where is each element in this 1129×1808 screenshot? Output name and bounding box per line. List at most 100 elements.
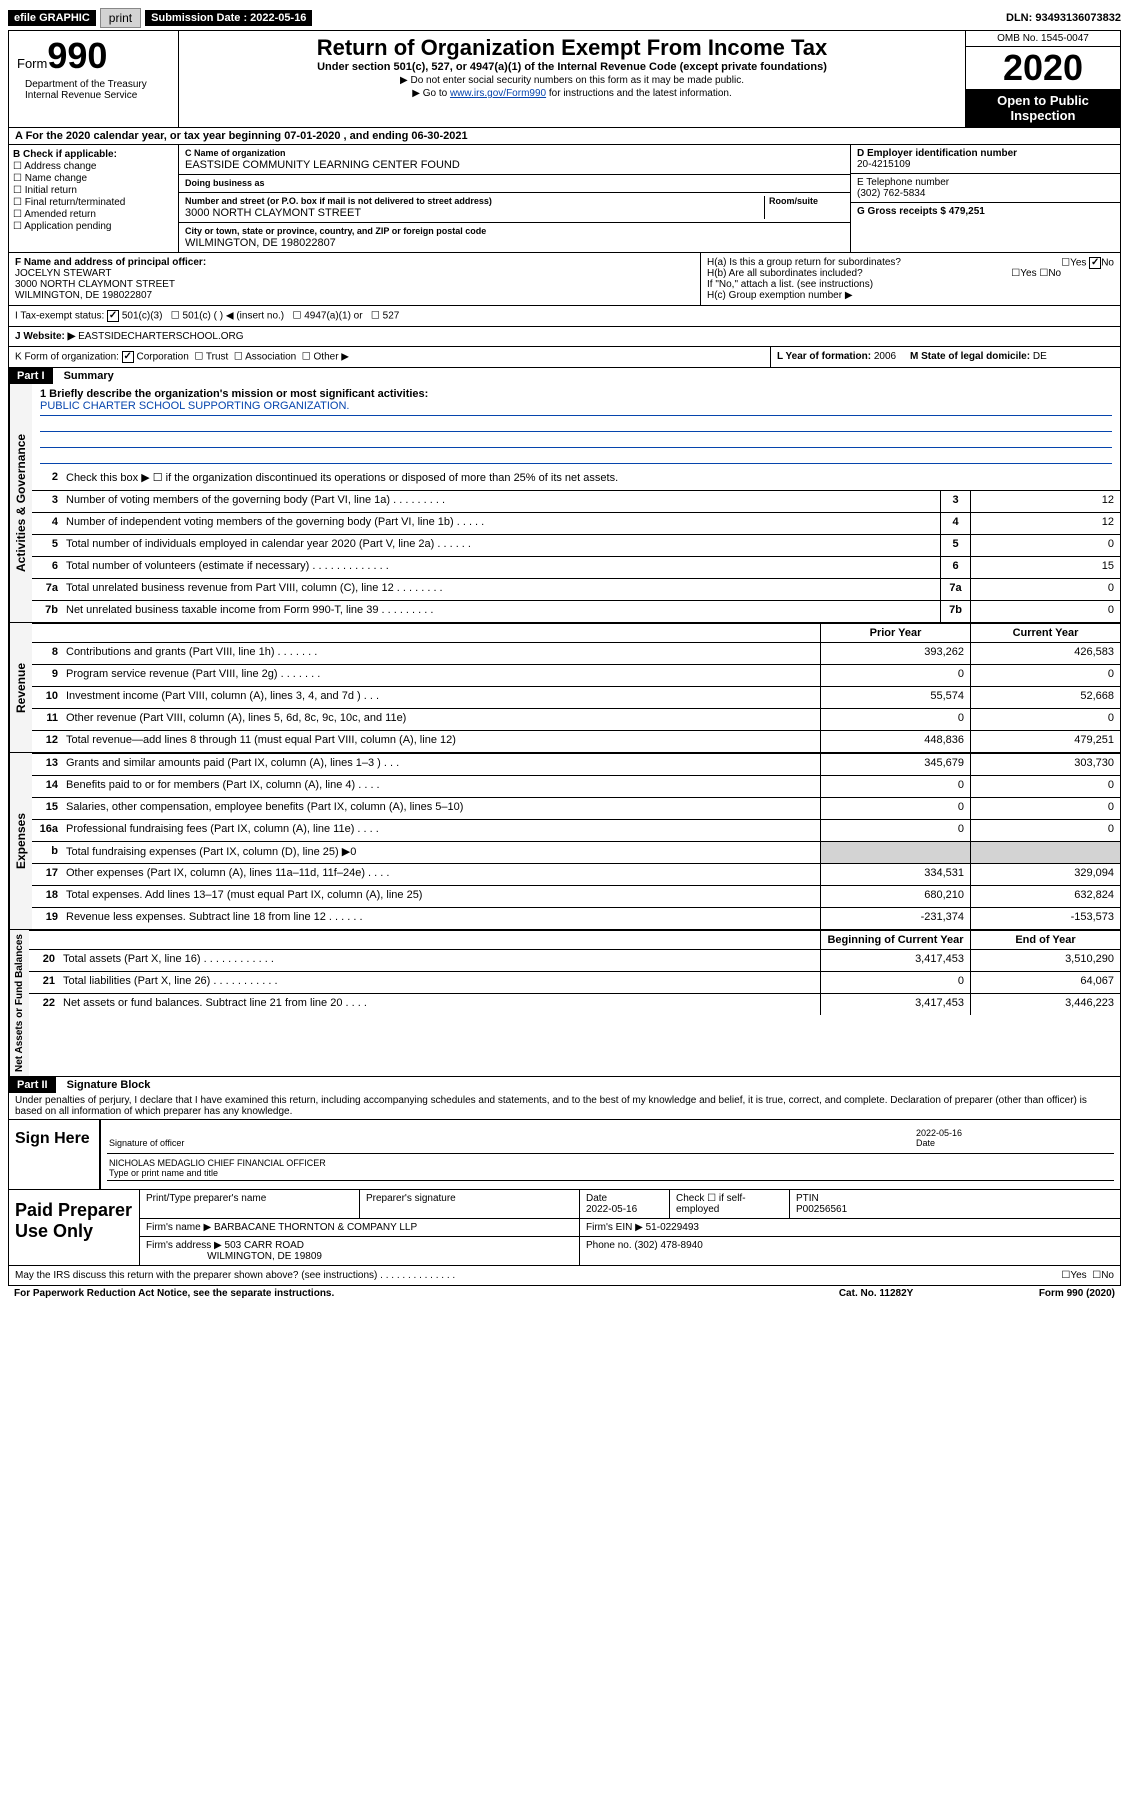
table-row: 8Contributions and grants (Part VIII, li… bbox=[32, 642, 1120, 664]
sign-here-section: Sign Here Signature of officer 2022-05-1… bbox=[8, 1120, 1121, 1190]
submission-date: Submission Date : 2022-05-16 bbox=[145, 10, 312, 26]
paid-preparer-section: Paid Preparer Use Only Print/Type prepar… bbox=[8, 1190, 1121, 1266]
prep-date: 2022-05-16 bbox=[586, 1204, 637, 1215]
mission-text: PUBLIC CHARTER SCHOOL SUPPORTING ORGANIZ… bbox=[40, 400, 1112, 416]
firm-ein: 51-0229493 bbox=[646, 1222, 699, 1233]
table-row: 12Total revenue—add lines 8 through 11 (… bbox=[32, 730, 1120, 752]
ha-row: H(a) Is this a group return for subordin… bbox=[707, 257, 1114, 268]
ein-label: D Employer identification number bbox=[857, 148, 1017, 159]
check-corp[interactable] bbox=[122, 351, 134, 363]
discuss-text: May the IRS discuss this return with the… bbox=[15, 1270, 1061, 1281]
line2-desc: Check this box ▶ ☐ if the organization d… bbox=[62, 468, 1120, 490]
firm-name-label: Firm's name ▶ bbox=[146, 1222, 211, 1233]
table-row: 5Total number of individuals employed in… bbox=[32, 534, 1120, 556]
ein-value: 20-4215109 bbox=[857, 159, 910, 170]
tax-exempt-label: I Tax-exempt status: bbox=[15, 311, 104, 322]
part1: Part I Summary Activities & Governance 1… bbox=[8, 368, 1121, 1077]
ha-no-check[interactable] bbox=[1089, 257, 1101, 269]
website-value: EASTSIDECHARTERSCHOOL.ORG bbox=[78, 331, 243, 342]
hb-row: H(b) Are all subordinates included? ☐Yes… bbox=[707, 268, 1114, 279]
mission-label: 1 Briefly describe the organization's mi… bbox=[40, 388, 1112, 400]
table-row: 22Net assets or fund balances. Subtract … bbox=[29, 993, 1120, 1015]
check-amended[interactable]: ☐ Amended return bbox=[13, 209, 174, 220]
firm-city: WILMINGTON, DE 19809 bbox=[207, 1251, 322, 1262]
sig-date: 2022-05-16 bbox=[916, 1128, 962, 1138]
gross-receipts: G Gross receipts $ 479,251 bbox=[857, 206, 985, 217]
part2: Part II Signature Block Under penalties … bbox=[8, 1077, 1121, 1120]
mission-blank2 bbox=[40, 432, 1112, 448]
firm-addr: 503 CARR ROAD bbox=[225, 1240, 304, 1251]
dept-label: Department of the Treasury Internal Reve… bbox=[17, 77, 170, 103]
firm-phone: (302) 478-8940 bbox=[634, 1240, 702, 1251]
table-row: 9Program service revenue (Part VIII, lin… bbox=[32, 664, 1120, 686]
form-note2: ▶ Go to www.irs.gov/Form990 for instruct… bbox=[183, 88, 961, 99]
firm-name: BARBACANE THORNTON & COMPANY LLP bbox=[214, 1222, 417, 1233]
sig-officer-label: Signature of officer bbox=[109, 1138, 184, 1148]
table-row: 4Number of independent voting members of… bbox=[32, 512, 1120, 534]
note2-pre: ▶ Go to bbox=[412, 88, 450, 99]
part2-title: Signature Block bbox=[59, 1077, 159, 1093]
perjury-text: Under penalties of perjury, I declare th… bbox=[9, 1093, 1120, 1119]
check-self: Check ☐ if self-employed bbox=[676, 1193, 746, 1215]
officer-city: WILMINGTON, DE 198022807 bbox=[15, 290, 152, 301]
col-curr: Current Year bbox=[970, 624, 1120, 642]
check-name[interactable]: ☐ Name change bbox=[13, 173, 174, 184]
officer-addr: 3000 NORTH CLAYMONT STREET bbox=[15, 279, 175, 290]
dba-label: Doing business as bbox=[185, 178, 265, 188]
hc-row: H(c) Group exemption number ▶ bbox=[707, 290, 1114, 301]
irs-link[interactable]: www.irs.gov/Form990 bbox=[450, 88, 546, 99]
paperwork-notice: For Paperwork Reduction Act Notice, see … bbox=[14, 1288, 839, 1299]
vlabel-activities: Activities & Governance bbox=[9, 384, 32, 622]
form-prefix: Form bbox=[17, 56, 47, 71]
form-header: Form990 Department of the Treasury Inter… bbox=[8, 30, 1121, 128]
box-de: D Employer identification number 20-4215… bbox=[850, 145, 1120, 252]
phone-label: E Telephone number bbox=[857, 177, 949, 188]
check-address[interactable]: ☐ Address change bbox=[13, 161, 174, 172]
part1-header: Part I bbox=[9, 368, 53, 384]
check-final[interactable]: ☐ Final return/terminated bbox=[13, 197, 174, 208]
table-row: 21Total liabilities (Part X, line 26) . … bbox=[29, 971, 1120, 993]
tax-year: 2020 bbox=[966, 47, 1120, 89]
section-klm: K Form of organization: Corporation ☐ Tr… bbox=[8, 347, 1121, 368]
check-initial[interactable]: ☐ Initial return bbox=[13, 185, 174, 196]
form-number: 990 bbox=[47, 35, 107, 76]
line-a: A For the 2020 calendar year, or tax yea… bbox=[8, 128, 1121, 145]
col-end: End of Year bbox=[970, 931, 1120, 949]
table-row: 3Number of voting members of the governi… bbox=[32, 490, 1120, 512]
box-b-title: B Check if applicable: bbox=[13, 149, 117, 160]
city-label: City or town, state or province, country… bbox=[185, 226, 486, 236]
type-label: Type or print name and title bbox=[109, 1168, 218, 1178]
footer: For Paperwork Reduction Act Notice, see … bbox=[8, 1286, 1121, 1301]
check-pending[interactable]: ☐ Application pending bbox=[13, 221, 174, 232]
table-row: 7aTotal unrelated business revenue from … bbox=[32, 578, 1120, 600]
check-501c3[interactable] bbox=[107, 310, 119, 322]
dln: DLN: 93493136073832 bbox=[1006, 12, 1121, 24]
section-i: I Tax-exempt status: 501(c)(3) ☐ 501(c) … bbox=[8, 306, 1121, 327]
state-domicile: DE bbox=[1033, 351, 1047, 362]
part2-header: Part II bbox=[9, 1077, 56, 1093]
officer-label: F Name and address of principal officer: bbox=[15, 257, 206, 268]
print-button[interactable]: print bbox=[100, 8, 141, 28]
year-formation-label: L Year of formation: bbox=[777, 351, 874, 362]
firm-ein-label: Firm's EIN ▶ bbox=[586, 1222, 643, 1233]
table-row: 13Grants and similar amounts paid (Part … bbox=[32, 753, 1120, 775]
efile-label: efile GRAPHIC bbox=[8, 10, 96, 26]
top-toolbar: efile GRAPHIC print Submission Date : 20… bbox=[8, 8, 1121, 28]
vlabel-expenses: Expenses bbox=[9, 753, 32, 929]
table-row: 15Salaries, other compensation, employee… bbox=[32, 797, 1120, 819]
table-row: 17Other expenses (Part IX, column (A), l… bbox=[32, 863, 1120, 885]
mission-blank3 bbox=[40, 448, 1112, 464]
part1-title: Summary bbox=[56, 368, 122, 384]
mission-blank1 bbox=[40, 416, 1112, 432]
table-row: 20Total assets (Part X, line 16) . . . .… bbox=[29, 949, 1120, 971]
org-name-label: C Name of organization bbox=[185, 148, 286, 158]
box-b: B Check if applicable: ☐ Address change … bbox=[9, 145, 179, 252]
table-row: 14Benefits paid to or for members (Part … bbox=[32, 775, 1120, 797]
k-label: K Form of organization: bbox=[15, 352, 119, 363]
phone-value: (302) 762-5834 bbox=[857, 188, 925, 199]
ptin-label: PTIN bbox=[796, 1193, 819, 1204]
paid-preparer-label: Paid Preparer Use Only bbox=[9, 1190, 139, 1265]
table-row: bTotal fundraising expenses (Part IX, co… bbox=[32, 841, 1120, 863]
section-fh: F Name and address of principal officer:… bbox=[8, 253, 1121, 306]
officer-printed: NICHOLAS MEDAGLIO CHIEF FINANCIAL OFFICE… bbox=[109, 1158, 326, 1168]
